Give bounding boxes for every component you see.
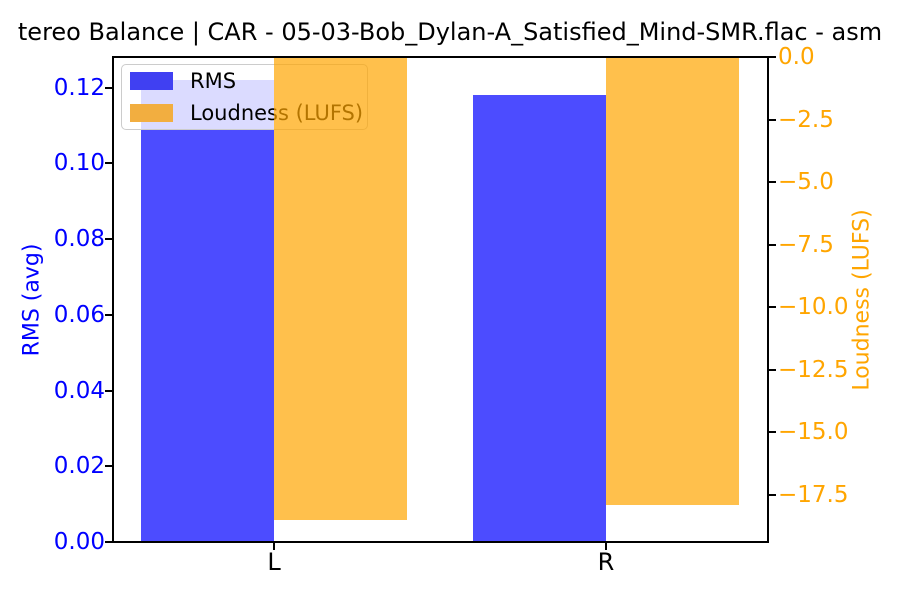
right-tick-−2.5 — [768, 118, 776, 121]
right-tick-label-−12.5: −12.5 — [778, 356, 849, 383]
x-tick-label-L: L — [267, 548, 281, 576]
left-tick-label-0.00: 0.00 — [53, 529, 105, 555]
left-tick-0.00 — [105, 541, 113, 543]
right-tick-−7.5 — [768, 243, 776, 246]
right-tick-−12.5 — [768, 368, 776, 371]
legend-label-rms: RMS — [190, 69, 237, 93]
left-tick-0.04 — [105, 389, 113, 392]
right-tick-0.0 — [768, 56, 776, 58]
right-tick-label-−15.0: −15.0 — [778, 419, 849, 445]
left-tick-label-0.08: 0.08 — [53, 226, 105, 253]
chart-title: tereo Balance | CAR - 05-03-Bob_Dylan-A_… — [17, 18, 883, 46]
x-tick-R — [605, 542, 607, 550]
bar-rms-R — [473, 95, 606, 542]
right-tick-label-−17.5: −17.5 — [778, 481, 849, 508]
right-tick-−17.5 — [768, 493, 776, 496]
x-tick-label-R: R — [597, 548, 615, 576]
left-tick-label-0.12: 0.12 — [53, 74, 105, 101]
right-tick-label-−5.0: −5.0 — [778, 169, 834, 195]
x-tick-L — [273, 542, 275, 550]
bar-loudness-L — [274, 57, 407, 520]
left-tick-0.08 — [105, 238, 113, 241]
legend-item-rms: RMS — [130, 69, 359, 93]
right-tick-label-−7.5: −7.5 — [778, 231, 834, 258]
right-tick-−15.0 — [768, 431, 776, 433]
right-tick-label-−10.0: −10.0 — [778, 294, 849, 320]
right-tick-label-−2.5: −2.5 — [778, 106, 834, 133]
left-tick-label-0.10: 0.10 — [53, 150, 105, 177]
bar-rms-L — [141, 80, 274, 542]
left-tick-0.06 — [105, 313, 113, 316]
right-tick-label-0.0: 0.0 — [778, 44, 815, 70]
left-tick-label-0.02: 0.02 — [53, 453, 105, 480]
right-tick-−5.0 — [768, 181, 776, 183]
left-tick-0.10 — [105, 162, 113, 165]
right-tick-−10.0 — [768, 306, 776, 308]
left-tick-0.12 — [105, 86, 113, 89]
left-tick-0.02 — [105, 465, 113, 468]
left-tick-label-0.04: 0.04 — [53, 377, 105, 404]
legend-swatch-rms — [130, 72, 173, 90]
left-tick-label-0.06: 0.06 — [53, 301, 105, 328]
legend-swatch-loudness — [130, 104, 173, 122]
bar-loudness-R — [606, 57, 739, 505]
